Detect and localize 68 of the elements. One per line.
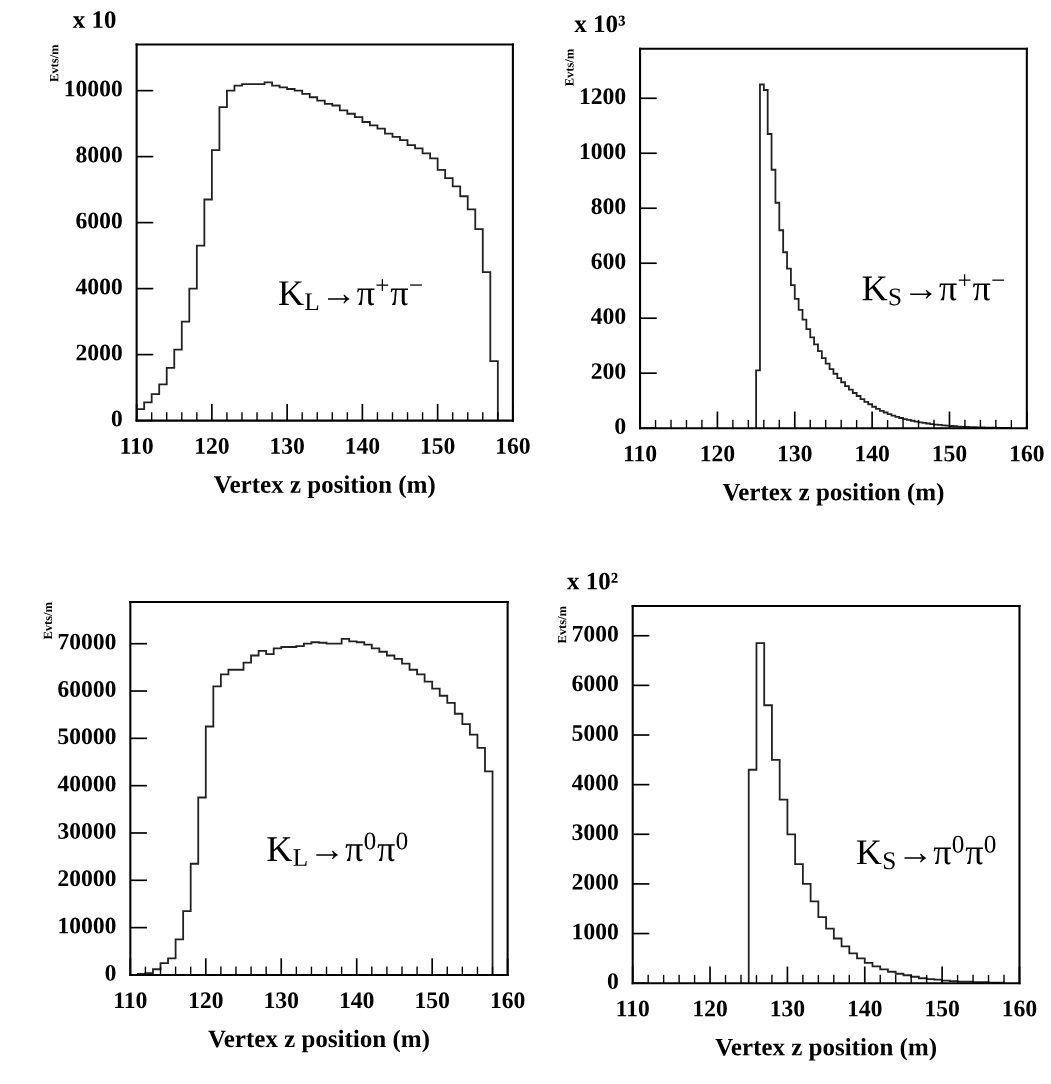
- x-tick-label: 120: [694, 1000, 727, 1017]
- x-tick-label: 120: [701, 445, 735, 462]
- y-tick-label: 2000: [76, 344, 122, 361]
- x-tick-label: 130: [271, 437, 304, 454]
- annotation: K$_{L}$→π$^{+}$π$^{−}$: [279, 279, 422, 311]
- y-tick-label: 10000: [59, 917, 116, 934]
- y-tick-label: 3000: [572, 824, 618, 841]
- y-tick-label: 1200: [580, 88, 626, 105]
- x-tick-label: 140: [856, 445, 889, 462]
- y-tick-label: 6000: [76, 212, 122, 229]
- text: x 10³: [574, 15, 626, 33]
- y-axis-title: Evts/m: [565, 48, 574, 87]
- y-axis-title: Evts/m: [43, 602, 53, 640]
- y-tick-label: 10000: [65, 80, 122, 97]
- y-tick-label: 400: [591, 308, 626, 325]
- x-tick-label: 150: [926, 1000, 959, 1017]
- x-tick-label: 120: [189, 992, 223, 1009]
- x-axis-title: Vertex z position (m): [722, 482, 944, 506]
- x-tick-label: 120: [196, 437, 229, 454]
- y-tick-label: 600: [591, 253, 626, 270]
- y-tick-label: 4000: [571, 774, 618, 791]
- y-tick-label: 5000: [572, 724, 618, 741]
- text: x 10: [72, 11, 116, 29]
- x-tick-label: 160: [1003, 1000, 1037, 1017]
- y-tick-label: 0: [607, 973, 618, 990]
- y-tick-label: 6000: [572, 675, 618, 692]
- x-tick-label: 150: [421, 437, 455, 454]
- y-tick-label: 0: [105, 964, 116, 981]
- y-axis-title: Evts/m: [557, 606, 567, 644]
- x-axis-title: Vertex z position (m): [208, 1029, 429, 1053]
- x-axis-title: Vertex z position (m): [715, 1037, 936, 1061]
- x-tick-label: 130: [265, 992, 299, 1009]
- annotation: K$_{L}$→π$^{0}$π$^{0}$: [267, 832, 408, 866]
- x-tick-label: 110: [115, 992, 147, 1009]
- x-tick-label: 110: [617, 1000, 649, 1017]
- y-tick-label: 50000: [58, 728, 116, 745]
- x-tick-label: 140: [340, 992, 374, 1009]
- y-tick-label: 4000: [75, 278, 122, 295]
- y-tick-label: 20000: [58, 870, 116, 887]
- y-tick-label: 7000: [572, 625, 618, 642]
- y-tick-label: 40000: [57, 775, 116, 792]
- x-tick-label: 160: [1011, 445, 1044, 462]
- y-tick-label: 800: [591, 198, 626, 215]
- x-tick-label: 150: [416, 992, 449, 1009]
- y-tick-label: 1000: [580, 143, 626, 160]
- text: x 10²: [567, 572, 618, 590]
- x-tick-label: 150: [933, 445, 967, 462]
- y-tick-label: 0: [111, 410, 122, 427]
- y-axis-title: Evts/m: [50, 44, 59, 82]
- x-tick-label: 130: [771, 1000, 805, 1017]
- y-tick-label: 70000: [58, 633, 116, 650]
- y-tick-label: 0: [615, 418, 626, 435]
- y-tick-label: 200: [591, 363, 626, 380]
- x-tick-label: 160: [497, 437, 530, 454]
- x-tick-label: 110: [121, 437, 153, 454]
- y-tick-label: 30000: [58, 822, 116, 839]
- y-tick-label: 1000: [573, 923, 618, 940]
- y-tick-label: 8000: [76, 146, 122, 163]
- x-tick-label: 160: [491, 992, 525, 1009]
- x-axis-title: Vertex z position (m): [214, 475, 435, 499]
- y-tick-label: 2000: [572, 873, 618, 890]
- x-tick-label: 140: [848, 1000, 882, 1017]
- y-tick-label: 60000: [58, 681, 116, 697]
- annotation: K$_{S}$→π$^{+}$π$^{−}$: [862, 274, 1005, 306]
- x-tick-label: 140: [346, 437, 380, 454]
- annotation: K$_{S}$→π$^{0}$π$^{0}$: [856, 835, 996, 870]
- x-tick-label: 130: [778, 445, 812, 462]
- x-tick-label: 110: [624, 445, 657, 462]
